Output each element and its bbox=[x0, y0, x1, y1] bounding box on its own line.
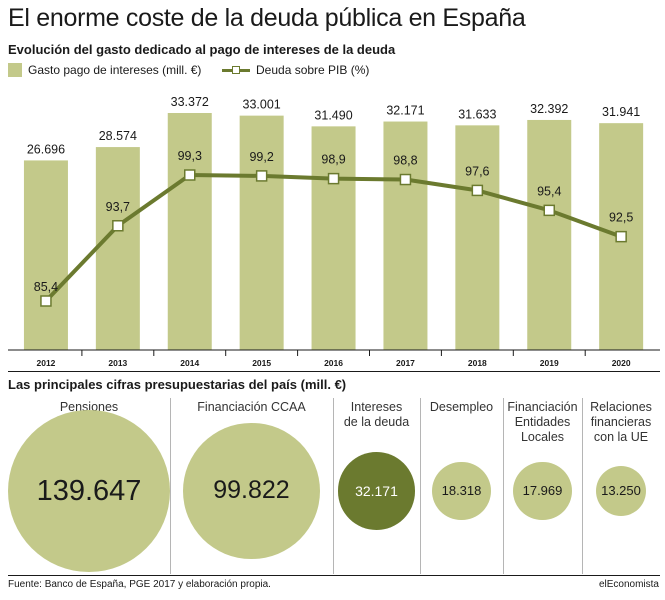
bubble-category-label-line: de la deuda bbox=[343, 415, 410, 429]
legend-line: Deuda sobre PIB (%) bbox=[222, 62, 369, 78]
bubble-4: 18.318 bbox=[432, 461, 491, 521]
line-point-2016 bbox=[327, 172, 340, 185]
line-value-label-2018: 97,6 bbox=[465, 164, 489, 178]
bar-value-label-2020: 31.941 bbox=[602, 105, 640, 119]
bubble-category-label-line: Intereses bbox=[350, 400, 403, 414]
column-divider bbox=[582, 398, 583, 574]
bubble-category-label-line: con la UE bbox=[593, 430, 649, 444]
bubble-6: 13.250 bbox=[596, 466, 646, 516]
bubble-category-label-line: Financiación bbox=[507, 400, 578, 414]
column-divider bbox=[170, 398, 171, 574]
x-tick-label-2018: 2018 bbox=[468, 358, 487, 368]
section-divider bbox=[8, 371, 660, 372]
chart-subtitle: Evolución del gasto dedicado al pago de … bbox=[8, 42, 396, 57]
bubble-category-label-line: Relaciones bbox=[590, 400, 652, 414]
line-point-2020 bbox=[615, 230, 627, 243]
line-value-label-2019: 95,4 bbox=[537, 184, 561, 198]
bubble-category-label-line: Locales bbox=[520, 430, 565, 444]
line-point-2013 bbox=[112, 220, 124, 232]
line-point-2019 bbox=[543, 204, 555, 217]
line-value-label-2017: 98,8 bbox=[393, 154, 417, 168]
bubble-1: 139.647 bbox=[8, 410, 170, 572]
bubble-category-label-line: Entidades bbox=[514, 415, 571, 429]
line-value-label-2020: 92,5 bbox=[609, 211, 633, 225]
legend-bar-swatch bbox=[8, 63, 22, 77]
legend-bar-label: Gasto pago de intereses (mill. €) bbox=[28, 63, 202, 77]
x-tick-label-2012: 2012 bbox=[36, 358, 55, 368]
line-point-2015 bbox=[255, 170, 268, 182]
line-value-label-2013: 93,7 bbox=[106, 200, 130, 214]
line-point-2018 bbox=[471, 184, 484, 197]
column-divider bbox=[503, 398, 504, 574]
bar-2017 bbox=[383, 121, 428, 351]
source-note: Fuente: Banco de España, PGE 2017 y elab… bbox=[8, 579, 271, 590]
line-point-2014 bbox=[184, 169, 196, 181]
bubble-value-label: 18.318 bbox=[441, 483, 482, 499]
bubble-category-label: Desempleo bbox=[402, 400, 522, 415]
x-tick-label-2015: 2015 bbox=[252, 358, 271, 368]
bubble-value-label: 32.171 bbox=[355, 482, 398, 499]
bubble-category-label: Financiación CCAA bbox=[192, 400, 312, 415]
bar-2015 bbox=[239, 115, 284, 350]
line-value-label-2016: 98,9 bbox=[321, 153, 345, 167]
bubble-2: 99.822 bbox=[183, 422, 320, 560]
bar-2013 bbox=[95, 147, 140, 350]
brand-logo: elEconomista bbox=[598, 579, 659, 590]
bubble-category-label: Financiación Entidades Locales bbox=[483, 400, 603, 445]
bubble-category-label: Intereses de la deuda bbox=[317, 400, 437, 430]
x-tick-label-2013: 2013 bbox=[108, 358, 127, 368]
combo-chart: 26.696 2012 28.574 2013 33.372 2014 33.001 2015… bbox=[8, 95, 660, 368]
x-tick-label-2019: 2019 bbox=[540, 358, 559, 368]
line-point-2017 bbox=[399, 173, 412, 186]
bar-value-label-2015: 33.001 bbox=[243, 98, 281, 112]
footer-divider bbox=[8, 575, 660, 576]
bar-2012 bbox=[23, 160, 68, 350]
bar-value-label-2013: 28.574 bbox=[99, 129, 137, 143]
bubble-section-title: Las principales cifras presupuestarias d… bbox=[8, 377, 347, 392]
bar-2018 bbox=[455, 125, 500, 350]
x-tick-label-2014: 2014 bbox=[180, 358, 199, 368]
bar-value-label-2018: 31.633 bbox=[458, 107, 496, 121]
line-point-2012 bbox=[40, 295, 52, 307]
line-value-label-2012: 85,4 bbox=[34, 280, 58, 294]
column-divider bbox=[420, 398, 421, 574]
line-value-label-2014: 99,3 bbox=[178, 149, 202, 163]
column-divider bbox=[333, 398, 334, 574]
bubble-3: 32.171 bbox=[337, 452, 416, 530]
chart-title: El enorme coste de la deuda pública en E… bbox=[8, 4, 526, 32]
line-value-label-2015: 99,2 bbox=[249, 150, 273, 164]
bubble-value-label: 139.647 bbox=[36, 474, 142, 507]
legend-line-label: Deuda sobre PIB (%) bbox=[256, 63, 370, 77]
legend-line-swatch bbox=[222, 64, 250, 76]
x-tick-label-2017: 2017 bbox=[396, 358, 415, 368]
bar-value-label-2014: 33.372 bbox=[171, 95, 209, 109]
bubble-category-label-line: financieras bbox=[590, 415, 652, 429]
bar-2019 bbox=[527, 119, 572, 351]
bubble-value-label: 99.822 bbox=[213, 476, 290, 505]
bubble-category-label-line: Desempleo bbox=[429, 400, 494, 414]
legend-bars: Gasto pago de intereses (mill. €) bbox=[8, 62, 201, 78]
bar-value-label-2016: 31.490 bbox=[314, 108, 352, 122]
bar-value-label-2017: 32.171 bbox=[386, 104, 424, 118]
x-tick-label-2020: 2020 bbox=[612, 358, 631, 368]
bar-2016 bbox=[311, 126, 356, 351]
bubble-5: 17.969 bbox=[513, 461, 572, 521]
bar-value-label-2012: 26.696 bbox=[27, 142, 65, 156]
bubble-value-label: 13.250 bbox=[601, 483, 641, 499]
x-tick-label-2016: 2016 bbox=[324, 358, 343, 368]
bubble-category-label-line: Financiación CCAA bbox=[197, 400, 306, 414]
bar-value-label-2019: 32.392 bbox=[530, 102, 568, 116]
bubble-value-label: 17.969 bbox=[522, 483, 563, 499]
bubble-category-label: Relaciones financieras con la UE bbox=[561, 400, 665, 445]
bar-2014 bbox=[167, 113, 212, 350]
